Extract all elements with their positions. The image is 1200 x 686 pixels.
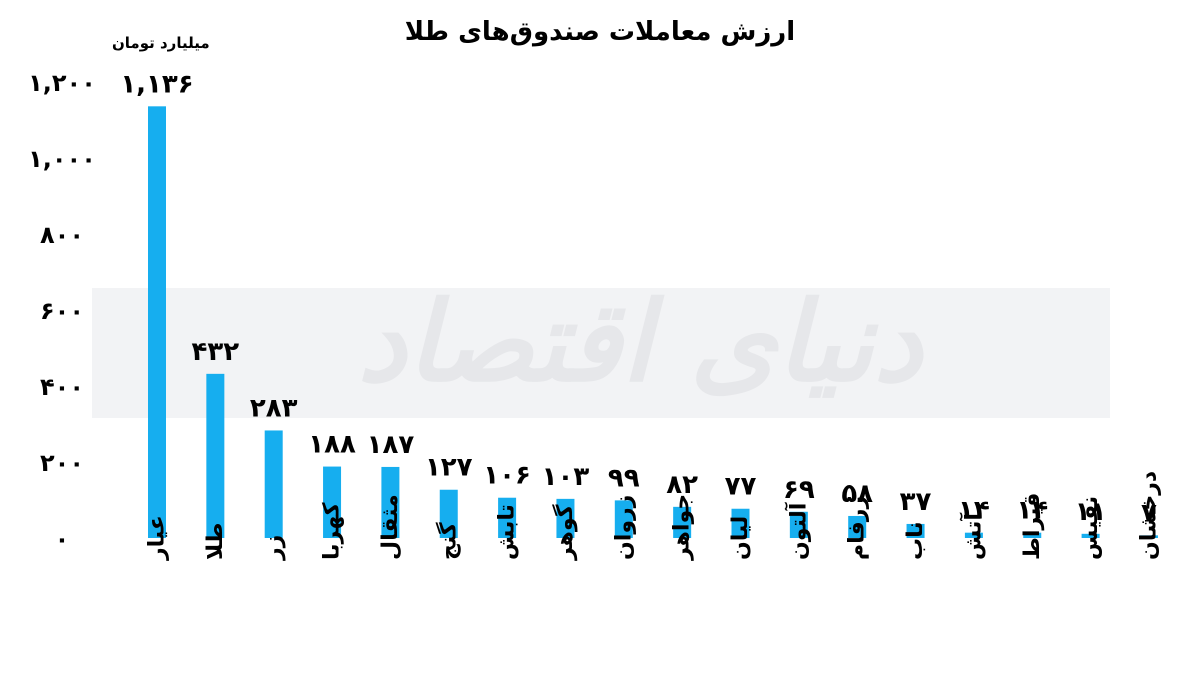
bar [731,508,750,538]
y-tick-label: ۱,۲۰۰ [28,69,96,97]
data-label: ۱۰۶ [483,461,531,491]
data-label: ۱۸۸ [308,430,356,460]
data-label: ۸۲ [666,470,698,500]
data-label: ۴۳۲ [192,337,240,367]
category-label: گنج [434,522,461,560]
bar [614,500,633,538]
category-labels: عیار طلا زر کهربا مثقال گنج تابش گوهر زروان جواهر… [145,471,1162,561]
category-label: زر [261,535,286,561]
category-label: تابش [495,504,520,560]
bar [1139,535,1158,538]
category-label: مثقال [378,494,403,560]
y-tick-label: ۰ [55,525,70,553]
y-tick-label: ۲۰۰ [40,449,84,477]
data-label: ۲۸۳ [250,393,298,423]
data-labels: ۱,۱۳۶ ۴۳۲ ۲۸۳ ۱۸۸ ۱۸۷ ۱۲۷ ۱۰۶ ۱۰۳ ۹۹ ۸۲ ۷۷ ۶۹ ۵۸ ۳۷ ۱۴… [120,69,1157,528]
category-label: عیار [145,515,170,561]
bar [1081,533,1100,538]
watermark-band [92,288,1110,418]
data-label: ۵۸ [841,479,873,509]
y-tick-label: ۱,۰۰۰ [28,145,96,173]
category-label: ناب [903,521,928,560]
bar [264,430,283,538]
category-label: گوهر [551,504,578,561]
category-label: لیان [728,516,753,560]
data-label: ۷۷ [725,472,757,502]
data-label: ۳۷ [900,487,932,517]
bar [381,466,400,538]
bar [148,106,166,538]
chart-title: ارزش معاملات صندوق‌های طلا [405,17,795,47]
bar [673,506,692,538]
y-axis-ticks: ۰ ۲۰۰ ۴۰۰ ۶۰۰ ۸۰۰ ۱,۰۰۰ ۱,۲۰۰ [28,69,96,553]
y-tick-label: ۴۰۰ [40,373,84,401]
data-label: ۶۹ [783,475,815,505]
category-label: قیراط [1020,493,1045,560]
category-label: جواهر [670,494,695,561]
category-label: کهربا [320,502,345,560]
bar [206,373,225,538]
category-label: درخشان [1136,471,1161,560]
bar [439,489,458,538]
category-label: زروان [611,495,636,560]
y-tick-label: ۸۰۰ [40,221,84,249]
bar [498,497,517,538]
bar [323,466,342,538]
watermark-logo: دنیای اقتصاد [358,278,925,406]
data-label: ۱,۱۳۶ [120,69,193,99]
bars-group [148,106,1158,538]
data-label: ۱۴ [958,496,990,526]
category-label: نفیس [1078,496,1103,560]
y-axis-unit-label: میلیارد تومان [112,34,210,52]
bar [848,515,867,538]
data-label: ۱۱ [1075,497,1107,527]
category-label: آلتون [783,502,811,560]
category-label: آتش [958,513,986,560]
bar [1023,532,1042,538]
category-label: زرفام [845,496,870,560]
data-label: ۷ [1141,498,1157,528]
bar [964,532,983,538]
data-label: ۱۴ [1016,496,1048,526]
data-label: ۱۰۳ [542,462,590,492]
bar [906,523,925,538]
bar [556,498,575,538]
data-label: ۹۹ [608,463,640,493]
y-tick-label: ۶۰۰ [40,297,84,325]
data-label: ۱۸۷ [367,430,415,460]
category-label: طلا [203,523,228,560]
data-label: ۱۲۷ [425,453,473,483]
bar [789,511,808,538]
